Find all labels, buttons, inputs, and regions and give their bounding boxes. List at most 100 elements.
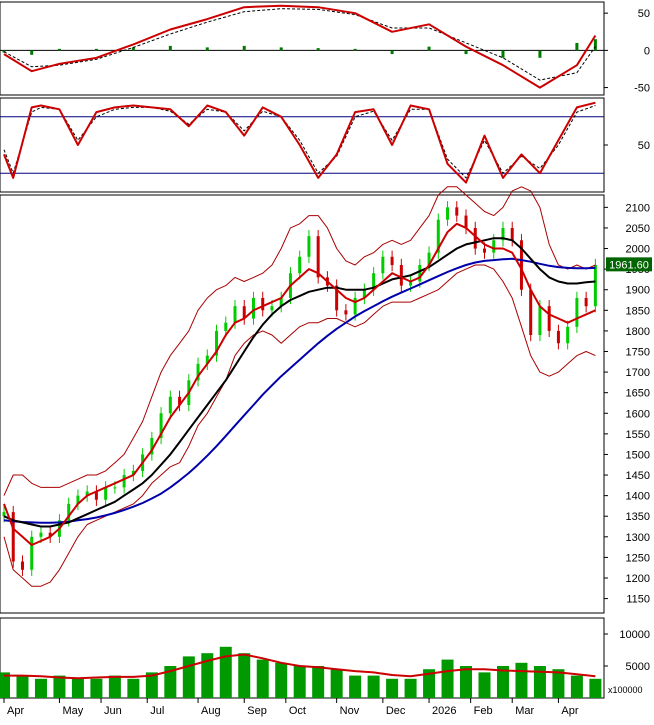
price-candle-body — [390, 256, 394, 266]
x-axis-tick-label: Nov — [340, 705, 360, 717]
volume-y-tick-label: 5000 — [626, 661, 650, 673]
price-candle-body — [353, 297, 357, 315]
volume-bar — [53, 675, 66, 698]
price-candle-body — [519, 240, 523, 290]
price-candle-body — [76, 495, 80, 504]
macd-histogram-bar — [131, 47, 135, 51]
volume-bar — [570, 675, 583, 698]
stochastic-panel: 50 — [0, 97, 650, 193]
price-candle-body — [85, 491, 89, 496]
price-candle-body — [150, 437, 154, 455]
price-y-tick-label: 1800 — [626, 326, 650, 338]
x-axis-tick-label: Mar — [515, 705, 534, 717]
price-y-tick-label: 2100 — [626, 202, 650, 214]
macd-histogram-bar — [279, 47, 283, 51]
price-candle-body — [261, 297, 265, 311]
price-candle-body — [122, 475, 126, 488]
price-candle-body — [510, 227, 514, 241]
volume-bar — [16, 675, 29, 698]
macd-histogram-bar — [242, 45, 246, 51]
bollinger-lower-line — [3, 264, 596, 587]
volume-bar — [34, 678, 47, 698]
x-axis-tick-label: Apr — [561, 705, 578, 717]
volume-bar — [386, 678, 399, 698]
ma-mid-line — [3, 237, 596, 528]
price-y-tick-label: 1200 — [626, 573, 650, 585]
price-y-tick-label: 2000 — [626, 244, 650, 256]
price-candle-body — [279, 297, 283, 307]
price-y-tick-label: 1450 — [626, 470, 650, 482]
volume-bar — [127, 678, 140, 698]
volume-bar — [238, 653, 251, 698]
price-candle-body — [298, 256, 302, 274]
macd-y-tick-label: 0 — [644, 45, 650, 57]
volume-unit-label: x100000 — [608, 685, 643, 695]
volume-bar — [589, 678, 602, 698]
volume-bar — [312, 666, 325, 698]
price-candle-body — [547, 306, 551, 331]
volume-bar — [201, 653, 214, 698]
price-candle-body — [30, 536, 34, 570]
x-axis-tick-label: Sep — [247, 705, 267, 717]
price-candle-body — [566, 326, 570, 344]
volume-bar — [90, 678, 103, 698]
macd-histogram-bar — [316, 48, 320, 51]
macd-histogram-bar — [353, 48, 357, 51]
price-y-tick-label: 1700 — [626, 367, 650, 379]
price-candle-body — [20, 561, 24, 570]
price-candle-body — [427, 252, 431, 266]
price-candle-body — [168, 396, 172, 414]
price-candle-body — [492, 240, 496, 253]
x-axis-tick-label: Jun — [104, 705, 122, 717]
macd-y-tick-label: 50 — [638, 8, 650, 20]
last-price-label: 1961.60 — [609, 259, 649, 271]
price-candle-body — [48, 532, 52, 537]
macd-histogram-bar — [57, 48, 61, 51]
macd-histogram-bar — [390, 50, 394, 55]
price-y-tick-label: 1650 — [626, 388, 650, 400]
price-candle-body — [538, 306, 542, 336]
price-candle-body — [556, 330, 560, 344]
price-candle-body — [215, 330, 219, 356]
ma-short-line — [3, 222, 596, 546]
price-candle-body — [251, 297, 255, 319]
volume-bar — [478, 672, 491, 698]
stochastic-y-tick-label: 50 — [638, 140, 650, 152]
price-y-tick-label: 1550 — [626, 429, 650, 441]
price-candle-body — [196, 363, 200, 381]
price-candle-body — [316, 236, 320, 278]
price-y-tick-label: 1300 — [626, 532, 650, 544]
price-candle-body — [270, 306, 274, 311]
price-candle-body — [205, 355, 209, 364]
price-candle-body — [501, 227, 505, 241]
volume-bar — [164, 666, 177, 698]
x-axis-tick-label: Dec — [386, 705, 406, 717]
macd-panel: 50 0 -50 — [0, 1, 650, 96]
price-candle-body — [113, 487, 117, 489]
macd-histogram-bar — [2, 50, 6, 53]
ma-long-line — [3, 257, 596, 524]
macd-histogram-bar — [205, 47, 209, 51]
x-axis: Apr May Jun Jul Aug Sep Oct Nov Dec 2026 Feb Mar Apr — [3, 698, 579, 717]
macd-line — [3, 4, 597, 89]
price-candle-body — [335, 285, 339, 311]
price-candle-body — [362, 289, 366, 298]
last-price-tag — [606, 257, 652, 272]
volume-bar — [293, 666, 306, 698]
volume-bar — [552, 669, 565, 698]
price-frame — [0, 194, 605, 614]
price-candle-body — [307, 236, 311, 257]
volume-bar — [108, 675, 121, 698]
price-y-tick-label: 1900 — [626, 285, 650, 297]
price-candle-body — [11, 512, 15, 562]
price-candle-body — [344, 310, 348, 315]
volume-bar — [349, 675, 362, 698]
price-candle-body — [584, 297, 588, 307]
macd-histogram-bar — [94, 48, 98, 51]
volume-panel: 10000 5000 x100000 — [0, 617, 650, 699]
price-candle-body — [464, 215, 468, 228]
price-candle-body — [436, 219, 440, 253]
price-candle-body — [159, 413, 163, 438]
volume-bar — [182, 656, 195, 698]
